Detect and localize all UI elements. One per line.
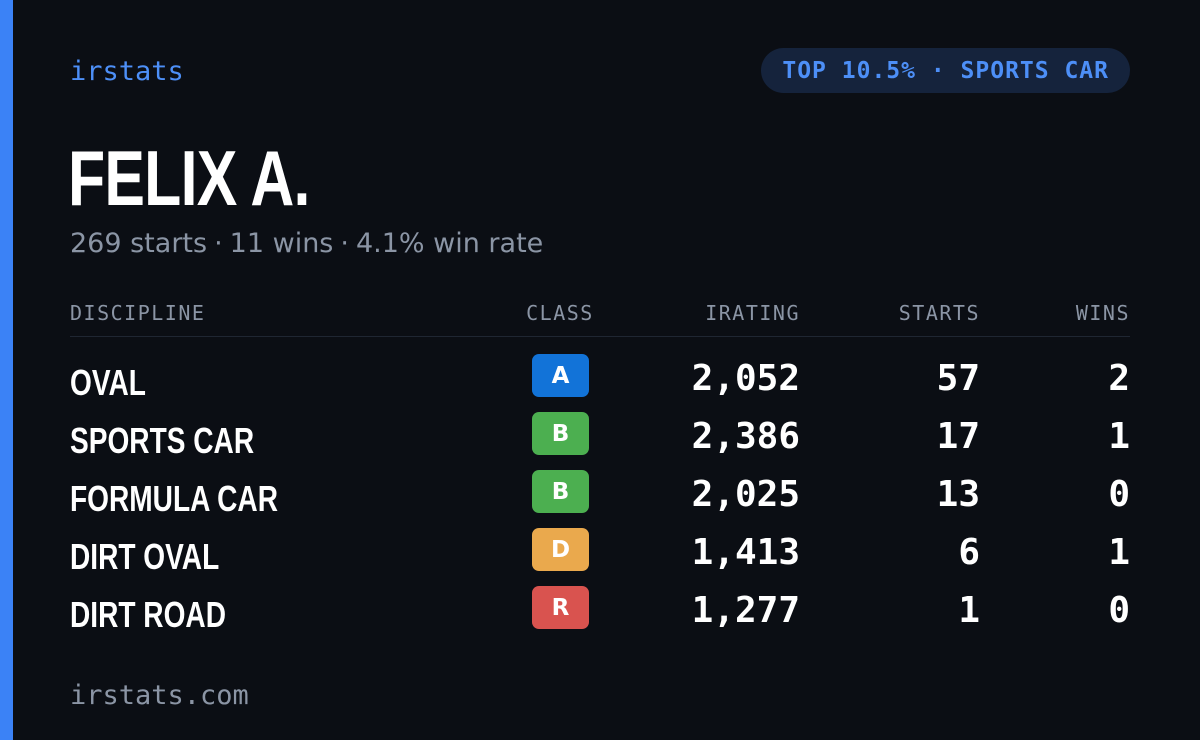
starts-value: 17: [936, 416, 980, 457]
irating-value: 2,025: [691, 474, 800, 515]
table-divider: [70, 336, 1130, 337]
wins-value: 0: [1108, 590, 1130, 631]
footer-url: irstats.com: [70, 680, 249, 711]
class-badge: B: [532, 412, 589, 455]
wins-value: 2: [1108, 358, 1130, 399]
wins-value: 0: [1108, 474, 1130, 515]
driver-summary: 269 starts · 11 wins · 4.1% win rate: [70, 228, 543, 259]
accent-bar: [0, 0, 13, 740]
class-badge: D: [532, 528, 589, 571]
discipline-label: DIRT OVAL: [70, 536, 220, 577]
starts-value: 57: [936, 358, 980, 399]
table-row: DIRT OVAL D 1,413 6 1: [0, 526, 1200, 584]
summary-separator: ·: [214, 228, 223, 259]
table-row: FORMULA CAR B 2,025 13 0: [0, 468, 1200, 526]
irating-value: 2,386: [691, 416, 800, 457]
driver-name: FELIX A.: [68, 134, 310, 222]
starts-value: 6: [958, 532, 980, 573]
wins-value: 1: [1108, 532, 1130, 573]
brand-logo: irstats: [70, 56, 184, 87]
starts-count: 269 starts: [70, 228, 208, 259]
irating-value: 1,277: [691, 590, 800, 631]
wins-value: 1: [1108, 416, 1130, 457]
class-badge: R: [532, 586, 589, 629]
table-row: DIRT ROAD R 1,277 1 0: [0, 584, 1200, 642]
class-badge: B: [532, 470, 589, 513]
header-wins: WINS: [1075, 301, 1130, 325]
discipline-label: SPORTS CAR: [70, 420, 255, 461]
irating-value: 2,052: [691, 358, 800, 399]
table-row: OVAL A 2,052 57 2: [0, 352, 1200, 410]
starts-value: 13: [936, 474, 980, 515]
summary-separator: ·: [340, 228, 349, 259]
discipline-label: DIRT ROAD: [70, 594, 226, 635]
discipline-label: OVAL: [70, 362, 146, 403]
starts-value: 1: [958, 590, 980, 631]
header-discipline: DISCIPLINE: [70, 301, 206, 325]
header-irating: IRATING: [705, 301, 800, 325]
class-badge: A: [532, 354, 589, 397]
irating-value: 1,413: [691, 532, 800, 573]
table-row: SPORTS CAR B 2,386 17 1: [0, 410, 1200, 468]
discipline-label: FORMULA CAR: [70, 478, 278, 519]
wins-count: 11 wins: [229, 228, 334, 259]
header-starts: STARTS: [898, 301, 980, 325]
win-rate: 4.1% win rate: [355, 228, 544, 259]
rank-badge: TOP 10.5% · SPORTS CAR: [761, 48, 1130, 93]
header-class: CLASS: [526, 301, 594, 325]
